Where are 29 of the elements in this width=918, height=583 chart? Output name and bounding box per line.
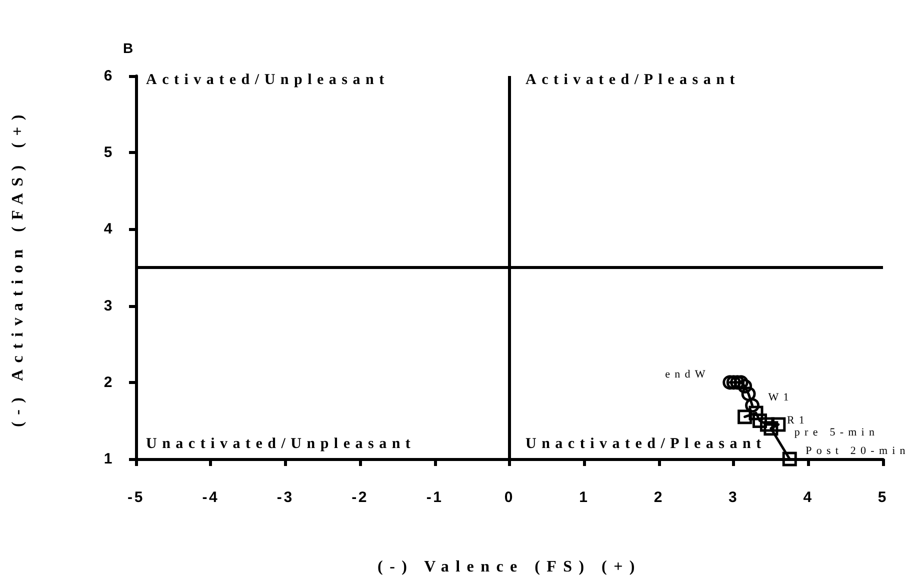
annotation: R1 <box>786 414 810 426</box>
annotation: W1 <box>768 391 794 404</box>
annotation: pre 5-min <box>794 426 880 438</box>
x-tick-label: -5 <box>128 489 144 506</box>
y-tick-label: 3 <box>104 297 114 314</box>
y-tick-label: 5 <box>104 144 114 162</box>
y-tick-label: 2 <box>104 374 114 391</box>
annotation: endW <box>665 368 710 380</box>
y-tick-label: 4 <box>104 220 114 238</box>
x-tick-label: 0 <box>504 489 515 506</box>
x-axis-title: (-) Valence (FS) (+) <box>378 558 642 576</box>
x-tick-label: -2 <box>352 489 369 506</box>
x-tick-label: 2 <box>654 489 664 506</box>
annotation: Post 20-min <box>806 445 910 457</box>
y-tick-label: 1 <box>104 450 114 468</box>
annotation: Unactivated/Pleasant <box>526 436 766 452</box>
y-axis-title: (-) Activation (FAS) (+) <box>10 108 26 427</box>
chart-title: B <box>123 40 135 56</box>
x-tick-label: 3 <box>728 489 739 506</box>
x-tick-label: 4 <box>803 489 814 506</box>
annotation: Unactivated/Unpleasant <box>146 436 416 452</box>
x-tick-label: -4 <box>202 489 220 506</box>
x-tick-label: -3 <box>276 489 294 506</box>
x-tick-label: 5 <box>878 489 888 506</box>
y-tick-label: 6 <box>104 68 114 84</box>
x-tick-label: 1 <box>579 489 590 506</box>
x-tick-label: -1 <box>426 489 444 506</box>
annotation: Activated/Pleasant <box>526 72 740 88</box>
annotation: Activated/Unpleasant <box>146 72 390 88</box>
